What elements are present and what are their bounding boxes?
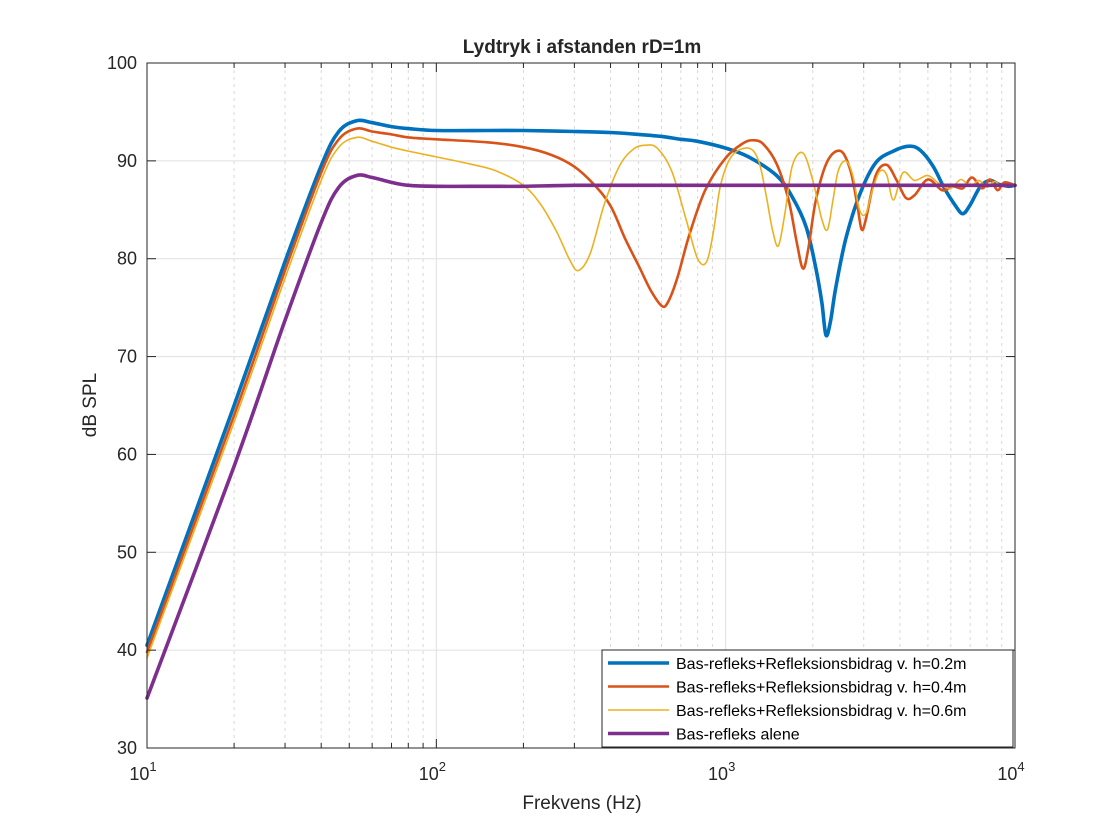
series-line-2	[145, 127, 1017, 654]
legend-box	[601, 649, 1014, 748]
plot-background	[147, 63, 1015, 748]
y-tick-label: 90	[117, 151, 137, 171]
y-tick-label: 80	[117, 249, 137, 269]
series-line-3	[146, 136, 1016, 659]
x-tick-label: 104	[997, 759, 1024, 784]
tick-labels: 101 102 103 104 30 40 50 60 70 80 90 100	[107, 53, 1025, 784]
plot-area	[147, 63, 1015, 748]
legend: Bas-refleks+Refleksionsbidrag v. h=0.2m B…	[601, 649, 1014, 748]
series-layer	[145, 118, 1017, 700]
legend-label-2: Bas-refleks+Refleksionsbidrag v. h=0.4m	[676, 680, 967, 697]
y-axis-label: dB SPL	[80, 373, 101, 437]
y-tick-label: 30	[117, 738, 137, 758]
x-tick-label: 101	[129, 759, 156, 784]
y-tick-label: 100	[107, 53, 137, 73]
y-tick-label: 70	[117, 347, 137, 367]
axes-box	[146, 62, 1016, 749]
y-tick-label: 40	[117, 640, 137, 660]
series-line-4	[145, 173, 1017, 700]
x-axis-label: Frekvens (Hz)	[522, 793, 641, 814]
chart-title: Lydtryk i afstanden rD=1m	[463, 37, 701, 58]
legend-label-1: Bas-refleks+Refleksionsbidrag v. h=0.2m	[676, 656, 967, 673]
legend-label-3: Bas-refleks+Refleksionsbidrag v. h=0.6m	[676, 703, 967, 720]
x-tick-label: 102	[419, 759, 446, 784]
legend-label-4: Bas-refleks alene	[676, 727, 800, 744]
y-tick-label: 60	[117, 444, 137, 464]
y-tick-label: 50	[117, 542, 137, 562]
x-tick-label: 103	[708, 759, 735, 784]
axes-frame	[146, 62, 1016, 749]
